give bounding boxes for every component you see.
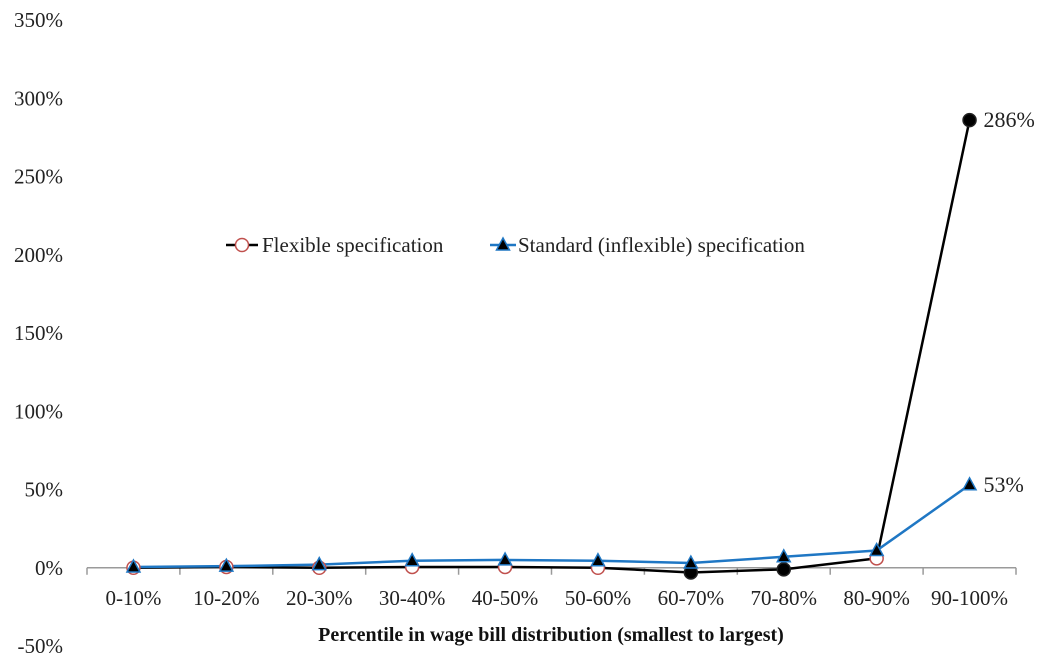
y-tick-label: 150% [14, 321, 63, 345]
standard-point [497, 551, 513, 566]
standard-point [218, 557, 235, 572]
flexible-point [962, 112, 977, 128]
series-line-flexible [133, 119, 971, 574]
data-labels: 286% 53% [984, 107, 1035, 497]
x-tick-label: 60-70% [658, 586, 725, 610]
x-tick-label: 10-20% [193, 586, 260, 610]
legend-label-standard: Standard (inflexible) specification [518, 233, 805, 257]
legend-marker-standard [495, 236, 511, 251]
y-tick-label: 250% [14, 165, 63, 189]
y-tick-label: 100% [14, 399, 63, 423]
data-label: 53% [984, 472, 1024, 497]
x-tick-label: 90-100% [931, 586, 1008, 610]
y-tick-label: -50% [18, 634, 64, 658]
y-axis-ticks: 350% 300% 250% 200% 150% 100% 50% 0% -50% [14, 8, 63, 658]
x-tick-label: 70-80% [751, 586, 818, 610]
standard-point [404, 552, 420, 567]
series-markers [125, 112, 978, 580]
x-tick-label: 50-60% [565, 586, 632, 610]
y-tick-label: 300% [14, 86, 63, 110]
standard-point [125, 558, 142, 573]
y-tick-label: 0% [35, 556, 63, 580]
y-tick-label: 200% [14, 243, 63, 267]
series-line-standard [133, 483, 971, 569]
y-tick-label: 50% [25, 478, 64, 502]
legend-marker-flexible [234, 237, 250, 253]
standard-point [590, 552, 606, 567]
x-axis: 0-10% 10-20% 20-30% 30-40% 40-50% 50-60% 60-70… [86, 567, 1017, 610]
series-lines [133, 119, 971, 574]
x-tick-label: 0-10% [105, 586, 161, 610]
x-axis-label: Percentile in wage bill distribution (sm… [318, 624, 784, 646]
x-tick-label: 40-50% [472, 586, 539, 610]
data-label: 286% [984, 107, 1035, 132]
x-tick-label: 30-40% [379, 586, 446, 610]
standard-point [775, 548, 792, 563]
standard-point [683, 554, 699, 569]
flexible-point [776, 562, 791, 577]
y-tick-label: 350% [14, 8, 63, 32]
standard-point [311, 556, 328, 571]
x-tick-label: 80-90% [843, 586, 910, 610]
legend-label-flexible: Flexible specification [262, 233, 444, 257]
standard-point [868, 541, 885, 557]
legend: Flexible specification Standard (inflexib… [226, 233, 805, 257]
standard-point [961, 476, 978, 491]
x-tick-label: 20-30% [286, 586, 353, 610]
